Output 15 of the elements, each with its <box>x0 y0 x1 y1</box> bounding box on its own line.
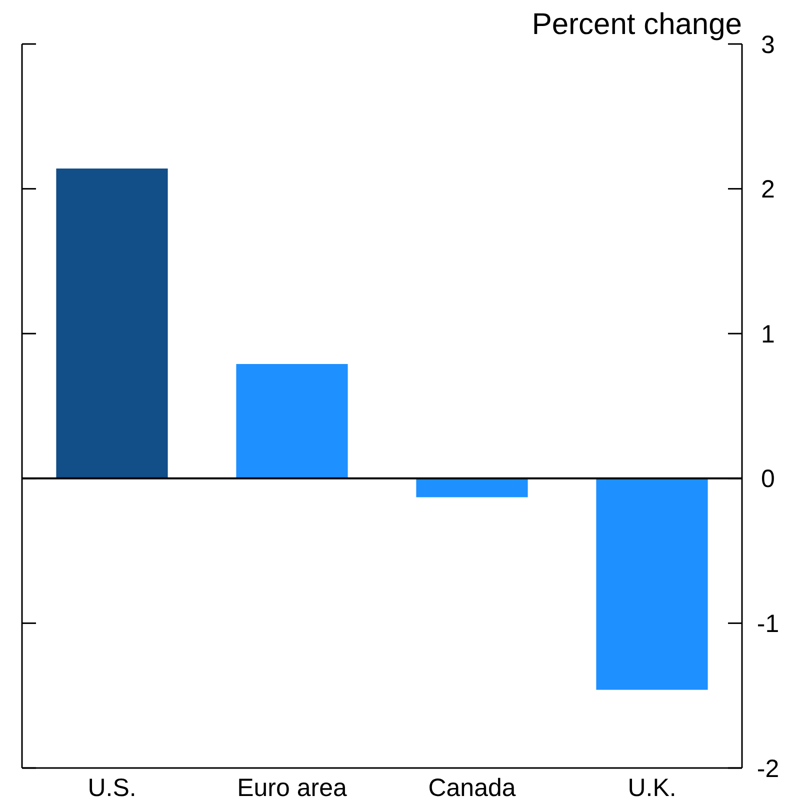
bar <box>596 478 708 690</box>
x-tick-label: Canada <box>428 774 516 802</box>
y-axis-title: Percent change <box>532 8 742 41</box>
y-tick-label: 2 <box>761 176 775 204</box>
y-tick-label: 3 <box>761 30 775 59</box>
y-tick-label: 1 <box>761 320 775 348</box>
x-tick-label: U.S. <box>88 774 136 802</box>
bar <box>56 168 168 478</box>
bar <box>416 478 528 498</box>
y-tick-label: 0 <box>761 465 775 494</box>
y-tick-label: -1 <box>756 610 780 638</box>
x-tick-label: Euro area <box>237 774 347 802</box>
x-tick-label: U.K. <box>628 774 676 802</box>
y-tick-label: -2 <box>756 754 780 783</box>
bar <box>236 364 348 478</box>
